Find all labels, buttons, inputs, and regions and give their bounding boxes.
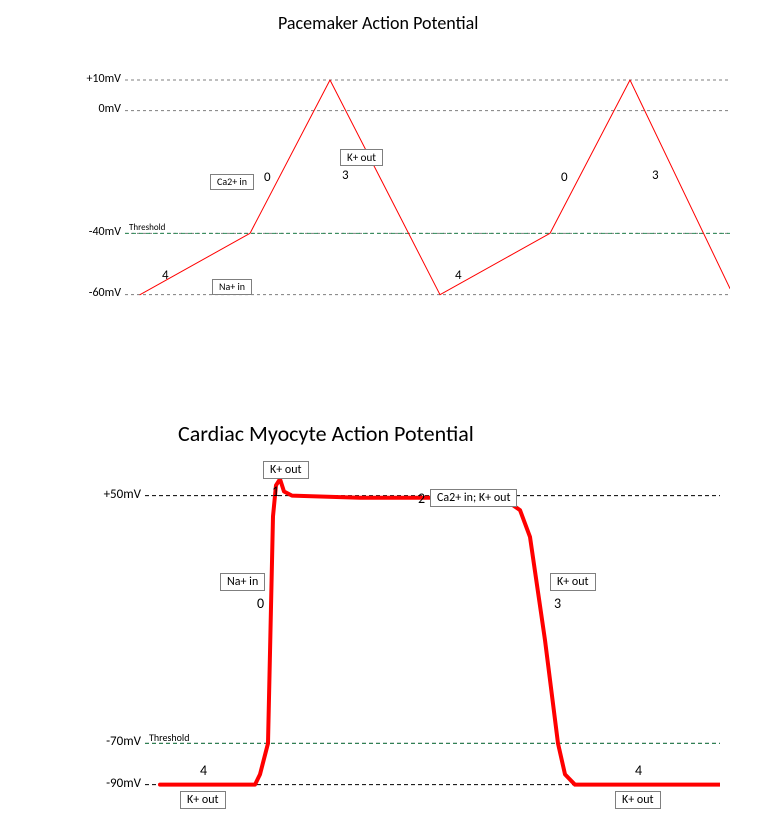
- chart2-ion-box: K+ out: [263, 461, 309, 479]
- page-root: Pacemaker Action Potential +10mV 0mV -40mV…: [0, 0, 764, 820]
- chart1-ylabel: +10mV: [86, 72, 121, 86]
- chart2-phase-number: 3: [554, 595, 561, 612]
- chart1-ion-box: Ca2+ in: [210, 174, 254, 190]
- chart1-threshold-label: Threshold: [129, 222, 165, 233]
- chart2-phase-number: 4: [635, 762, 642, 779]
- chart2-panel: +50mV -70mV -90mV Threshold K+ out Ca2+ in; K…: [60, 455, 720, 815]
- chart1-phase-number: 0: [264, 170, 271, 185]
- chart2-ion-box: K+ out: [615, 791, 661, 809]
- chart1-ylabel: -60mV: [89, 286, 121, 300]
- chart1-ylabel: -40mV: [89, 225, 121, 239]
- chart2-ion-box: Ca2+ in; K+ out: [430, 489, 517, 507]
- chart1-title: Pacemaker Action Potential: [278, 12, 478, 34]
- chart2-series-line: [160, 479, 720, 785]
- chart2-phase-number: 0: [257, 595, 264, 612]
- chart2-ylabel: +50mV: [104, 487, 141, 502]
- chart2-ion-box: K+ out: [180, 791, 226, 809]
- chart1-svg: [50, 50, 730, 320]
- chart1-phase-number: 0: [561, 170, 568, 185]
- chart2-phase-number: 1: [272, 483, 279, 500]
- chart1-phase-number: 4: [455, 268, 462, 283]
- chart2-ylabel: -90mV: [106, 776, 141, 791]
- chart2-ion-box: Na+ in: [220, 573, 265, 591]
- chart1-phase-number: 4: [162, 268, 169, 283]
- chart2-threshold-label: Threshold: [149, 731, 189, 744]
- chart1-ylabel: 0mV: [99, 102, 121, 116]
- chart1-phase-number: 3: [652, 168, 659, 183]
- chart2-phase-number: 4: [200, 762, 207, 779]
- chart1-ion-box: Na+ in: [212, 279, 252, 295]
- chart1-ion-box: K+ out: [340, 149, 383, 166]
- chart2-ylabel: -70mV: [106, 734, 141, 749]
- chart2-ion-box: K+ out: [550, 573, 596, 591]
- chart1-phase-number: 3: [342, 168, 349, 183]
- chart1-panel: +10mV 0mV -40mV -60mV Threshold Ca2+ in K+ out…: [50, 50, 730, 320]
- chart2-phase-number: 2: [418, 490, 425, 507]
- chart2-svg: [60, 455, 720, 815]
- chart2-title: Cardiac Myocyte Action Potential: [178, 420, 474, 447]
